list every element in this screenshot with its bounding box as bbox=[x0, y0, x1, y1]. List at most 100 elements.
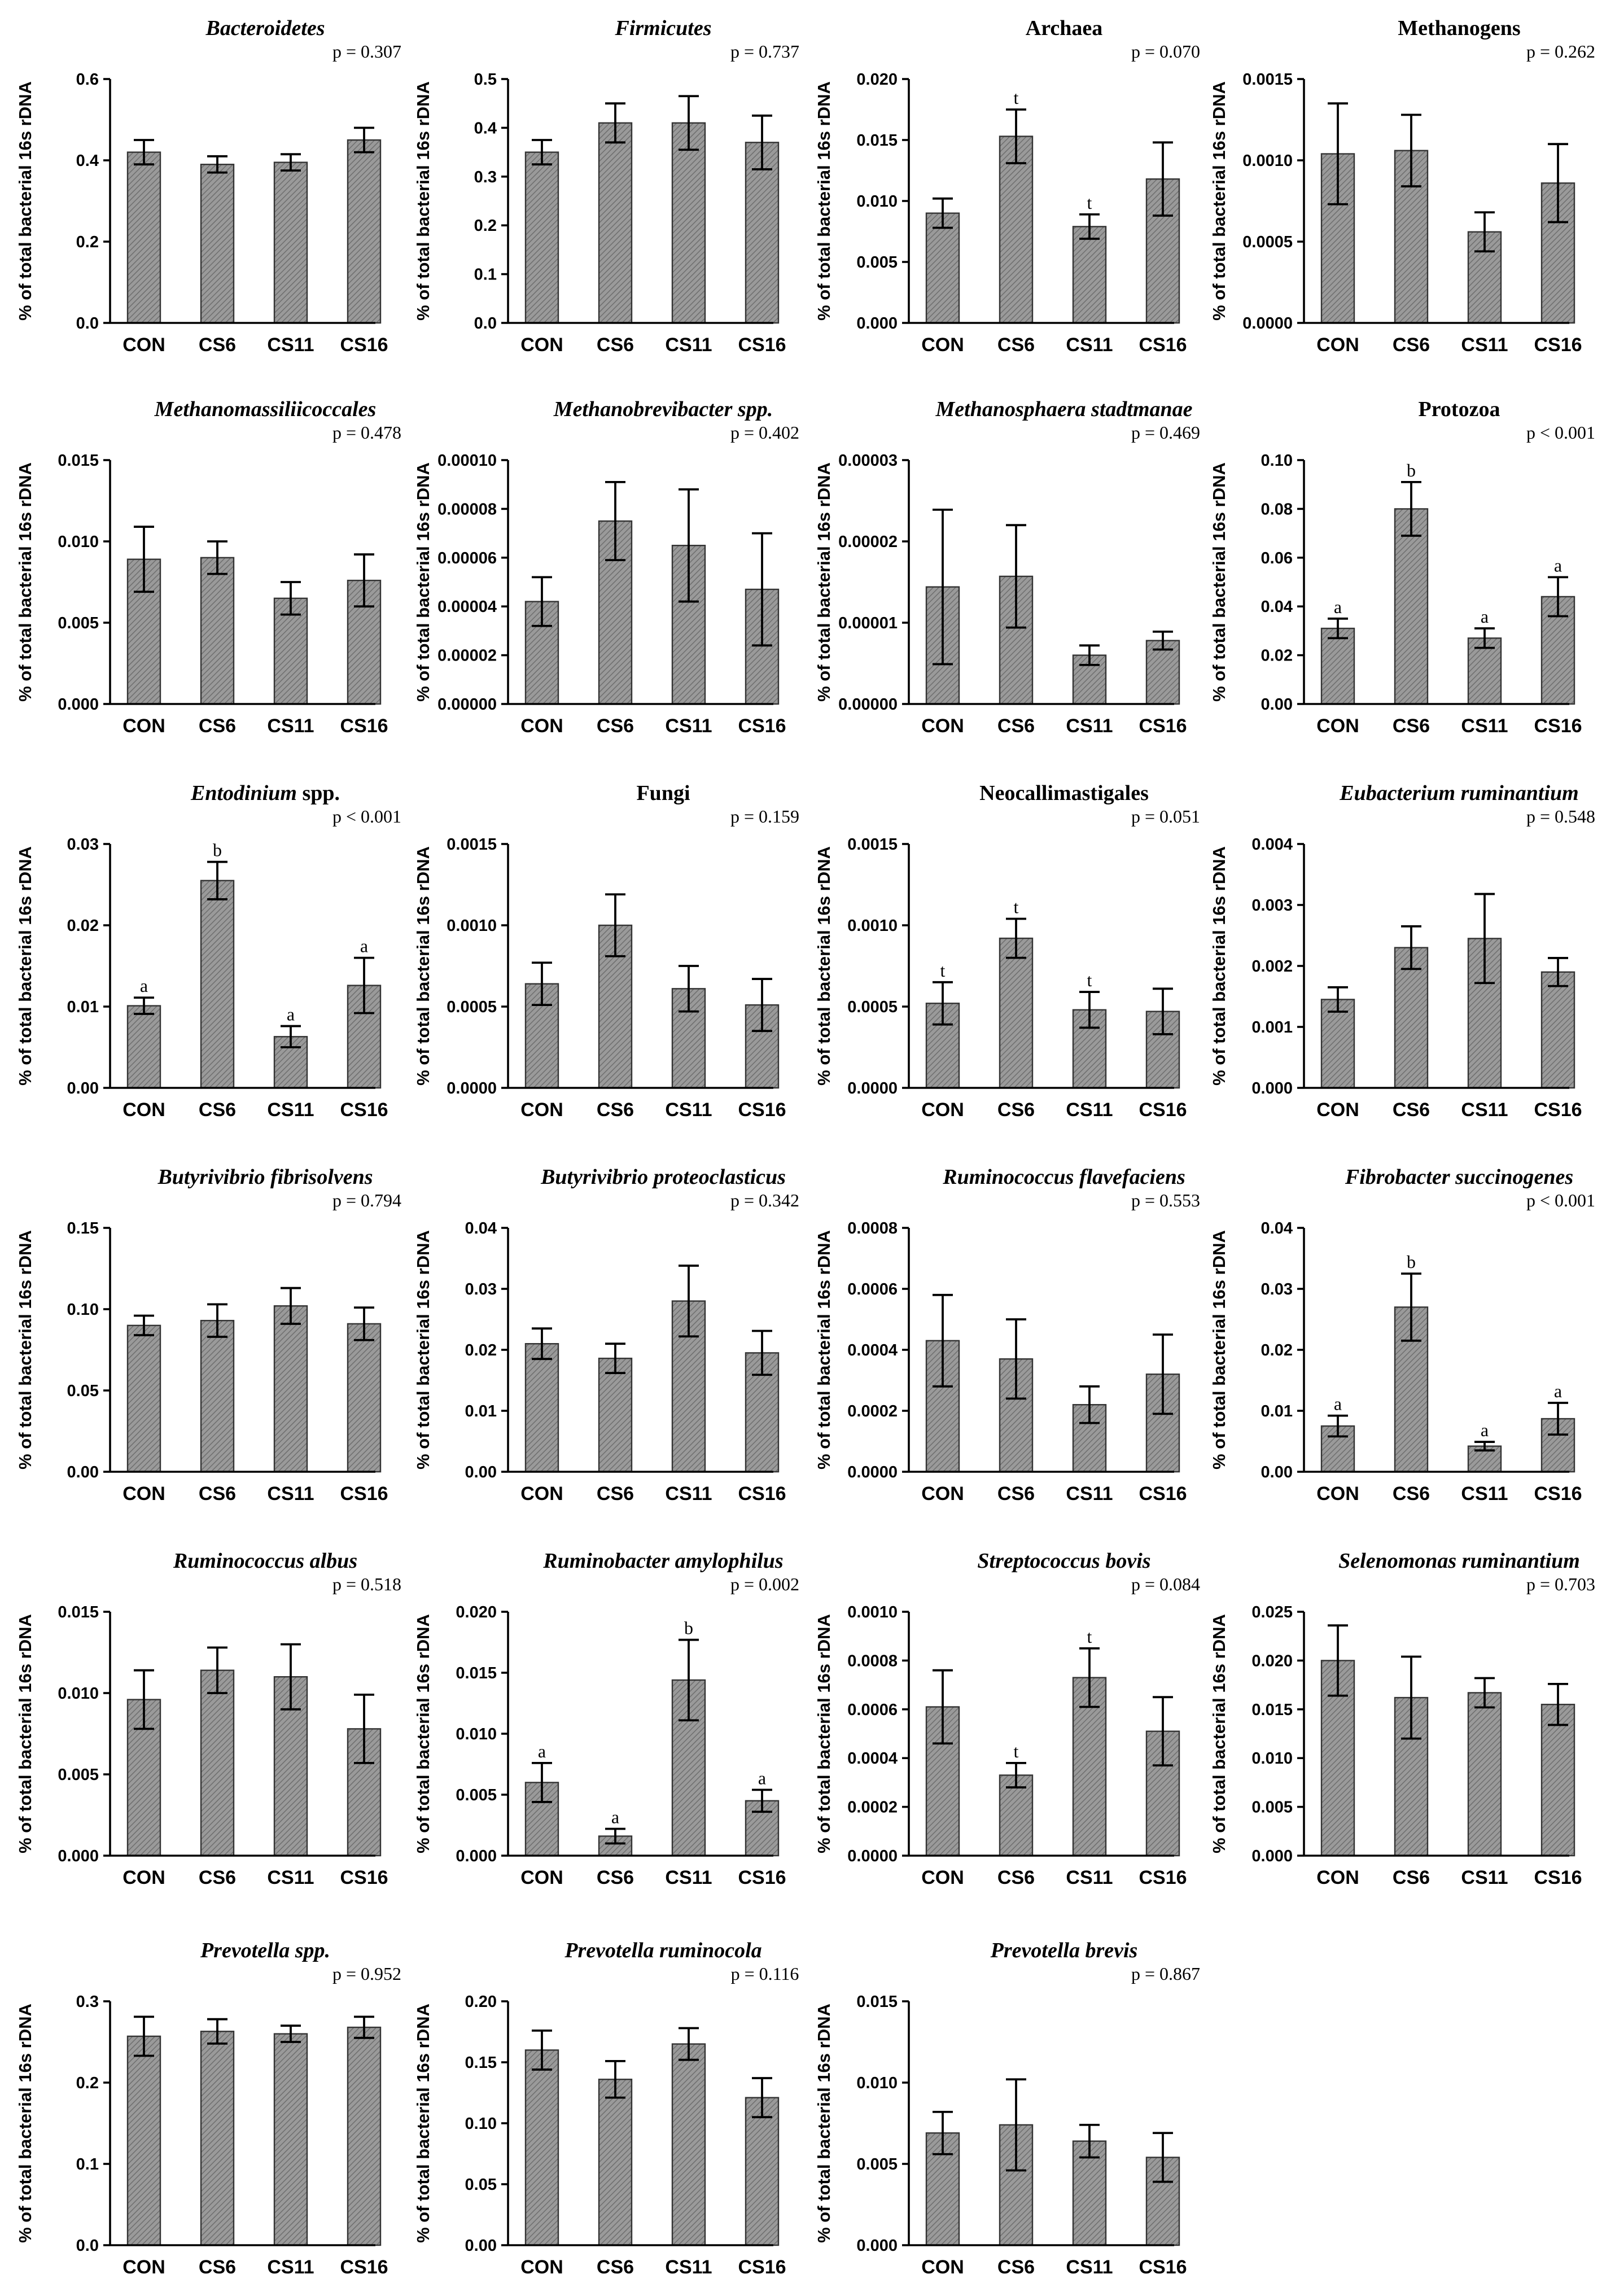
chart-title: Prevotella spp. bbox=[200, 1939, 330, 1962]
x-tick-label: CS6 bbox=[199, 2256, 236, 2278]
chart-title: Prevotella brevis bbox=[990, 1939, 1138, 1962]
y-tick-label: 0.1 bbox=[474, 266, 497, 284]
bar-CS16 bbox=[1540, 1703, 1575, 1857]
y-tick-label: 0.015 bbox=[456, 1664, 497, 1682]
chart-title: Streptococcus bovis bbox=[977, 1549, 1150, 1573]
chart-title: Eubacterium ruminantium bbox=[1339, 781, 1578, 805]
x-tick-label: CON bbox=[520, 334, 563, 356]
y-tick-label: 0.00000 bbox=[437, 696, 497, 714]
x-tick-label: CS16 bbox=[738, 334, 786, 356]
significance-letter: a bbox=[140, 976, 148, 996]
bar-CS6 bbox=[1394, 508, 1429, 705]
y-tick-label: 0.00002 bbox=[437, 647, 497, 665]
y-tick-label: 0.000 bbox=[1251, 1079, 1293, 1097]
x-tick-label: CS11 bbox=[267, 1483, 314, 1505]
x-tick-label: CS6 bbox=[597, 1867, 634, 1888]
x-tick-label: CS11 bbox=[267, 2256, 314, 2278]
chart-title: Ruminobacter amylophilus bbox=[542, 1549, 783, 1573]
x-tick-label: CS11 bbox=[267, 1867, 314, 1888]
y-tick-label: 0.0000 bbox=[1242, 314, 1293, 333]
p-value: p < 0.001 bbox=[332, 806, 401, 826]
y-tick-label: 0.020 bbox=[1251, 1652, 1293, 1670]
bar-CS6 bbox=[999, 937, 1034, 1089]
y-tick-label: 0.03 bbox=[67, 836, 99, 854]
p-value: p = 0.703 bbox=[1526, 1574, 1595, 1594]
bar-CS16 bbox=[745, 142, 780, 324]
y-tick-label: 0.010 bbox=[58, 1685, 99, 1703]
chart-panel-3: Methanogens p = 0.262 % of total bacterial… bbox=[1209, 16, 1595, 356]
x-tick-label: CON bbox=[520, 715, 563, 737]
bar-CS6 bbox=[200, 2031, 235, 2246]
bar-CS11 bbox=[671, 2043, 706, 2246]
chart-title: Firmicutes bbox=[614, 16, 711, 40]
x-tick-label: CS6 bbox=[1393, 715, 1430, 737]
bar-CS16 bbox=[347, 1323, 382, 1473]
chart-title: Ruminococcus flavefaciens bbox=[942, 1165, 1185, 1189]
y-tick-label: 0.0004 bbox=[847, 1750, 898, 1768]
x-tick-label: CON bbox=[921, 1867, 964, 1888]
y-tick-label: 0.0008 bbox=[847, 1652, 898, 1670]
y-tick-label: 0.04 bbox=[1261, 598, 1293, 616]
y-axis-label: % of total bacterial 16s rDNA bbox=[413, 846, 433, 1086]
significance-letter: a bbox=[1554, 555, 1562, 575]
x-tick-label: CON bbox=[122, 2256, 165, 2278]
significance-letter: a bbox=[1481, 606, 1489, 627]
significance-letter: a bbox=[1481, 1420, 1489, 1440]
y-tick-label: 0.00 bbox=[465, 2237, 497, 2255]
significance-letter: t bbox=[940, 960, 946, 981]
y-tick-label: 0.03 bbox=[1261, 1280, 1293, 1298]
y-tick-label: 0.015 bbox=[1251, 1701, 1293, 1719]
x-tick-label: CS11 bbox=[267, 1099, 314, 1121]
y-tick-label: 0.05 bbox=[67, 1382, 99, 1400]
x-tick-label: CS6 bbox=[597, 334, 634, 356]
y-tick-label: 0.010 bbox=[856, 2074, 898, 2092]
x-tick-label: CS11 bbox=[1066, 334, 1113, 356]
x-tick-label: CS11 bbox=[1461, 1483, 1508, 1505]
significance-letter: a bbox=[1334, 1394, 1342, 1414]
y-tick-label: 0.0 bbox=[76, 314, 99, 333]
x-tick-label: CON bbox=[520, 1483, 563, 1505]
significance-letter: a bbox=[758, 1768, 766, 1788]
x-tick-label: CS11 bbox=[1066, 715, 1113, 737]
x-tick-label: CS6 bbox=[997, 334, 1035, 356]
y-tick-label: 0.04 bbox=[465, 1219, 497, 1237]
x-tick-label: CS6 bbox=[1393, 1867, 1430, 1888]
y-tick-label: 0.01 bbox=[67, 998, 99, 1016]
bar-CS6 bbox=[200, 557, 235, 705]
chart-title: Methanomassiliicoccales bbox=[154, 397, 377, 421]
significance-letter: t bbox=[1014, 896, 1019, 917]
y-tick-label: 0.025 bbox=[1251, 1603, 1293, 1621]
p-value: p = 0.794 bbox=[332, 1190, 401, 1210]
chart-title: Archaea bbox=[1026, 16, 1103, 40]
y-tick-label: 0.0010 bbox=[447, 917, 497, 935]
chart-title: Fibrobacter succinogenes bbox=[1345, 1165, 1573, 1189]
y-tick-label: 0.15 bbox=[67, 1219, 99, 1237]
x-tick-label: CS11 bbox=[665, 1867, 712, 1888]
y-tick-label: 0.00 bbox=[465, 1463, 497, 1481]
x-tick-label: CS11 bbox=[665, 2256, 712, 2278]
bar-CON bbox=[126, 1005, 161, 1089]
y-tick-label: 0.0010 bbox=[847, 917, 898, 935]
y-tick-label: 0.00 bbox=[1261, 1463, 1293, 1481]
significance-letter: a bbox=[287, 1004, 295, 1025]
bar-CS6 bbox=[200, 1319, 235, 1473]
y-tick-label: 0.5 bbox=[474, 71, 497, 89]
significance-letter: a bbox=[538, 1741, 546, 1761]
x-tick-label: CS16 bbox=[340, 715, 388, 737]
p-value: p = 0.469 bbox=[1131, 422, 1200, 443]
y-axis-label: % of total bacterial 16s rDNA bbox=[413, 81, 433, 321]
y-axis-label: % of total bacterial 16s rDNA bbox=[15, 1614, 35, 1853]
x-tick-label: CS16 bbox=[738, 2256, 786, 2278]
bar-CON bbox=[126, 2035, 161, 2246]
y-tick-label: 0.06 bbox=[1261, 549, 1293, 567]
p-value: p = 0.307 bbox=[332, 41, 401, 62]
x-tick-label: CS6 bbox=[199, 1483, 236, 1505]
x-tick-label: CON bbox=[921, 1099, 964, 1121]
y-axis-label: % of total bacterial 16s rDNA bbox=[413, 2004, 433, 2243]
y-tick-label: 0.00003 bbox=[838, 452, 898, 470]
x-tick-label: CS16 bbox=[1139, 715, 1187, 737]
p-value: p = 0.867 bbox=[1131, 1963, 1200, 1984]
y-tick-label: 0.005 bbox=[58, 1766, 99, 1784]
bar-CON bbox=[524, 151, 559, 324]
